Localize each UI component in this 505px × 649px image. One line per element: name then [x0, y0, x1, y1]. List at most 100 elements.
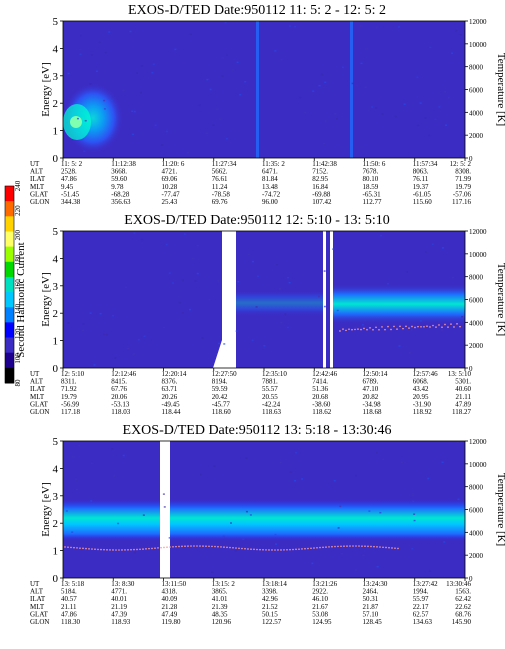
ephemeris-value: 40.57 — [61, 595, 77, 603]
colorbar: 240 220 200 180 160 140 120 100 80 — [4, 180, 22, 387]
noise-pixel — [408, 352, 411, 354]
ephemeris-value: 81.84 — [262, 175, 278, 183]
noise-pixel — [337, 527, 340, 529]
noise-pixel — [299, 96, 302, 99]
y-tick-label: 4 — [53, 43, 59, 55]
noise-pixel — [406, 271, 409, 273]
ephemeris-row-label: GLAT — [30, 610, 49, 618]
ephemeris-value: 118.03 — [111, 408, 130, 416]
noise-pixel — [104, 51, 107, 54]
temperature-trace-dot — [408, 327, 410, 329]
energy-band-faint — [236, 290, 323, 316]
noise-pixel — [362, 554, 365, 556]
y2-axis-label: Temperature [K] — [495, 473, 505, 546]
temperature-trace-dot — [369, 327, 371, 329]
ephemeris-value: 2464. — [363, 588, 379, 596]
temperature-trace-dot — [247, 548, 249, 550]
noise-pixel — [183, 233, 186, 235]
ephemeris-value: 82.95 — [312, 175, 328, 183]
noise-pixel — [93, 364, 96, 366]
noise-pixel — [354, 474, 357, 477]
noise-pixel — [412, 500, 415, 503]
noise-pixel — [76, 117, 79, 120]
noise-pixel — [375, 106, 378, 109]
ephemeris-value: 71.92 — [61, 385, 77, 393]
noise-pixel — [117, 522, 120, 525]
temperature-trace-dot — [387, 325, 389, 328]
y-tick-label: 0 — [53, 573, 59, 585]
ephemeris-value: 11:27:34 — [212, 160, 237, 168]
noise-pixel — [242, 538, 245, 541]
colorbar-frame — [4, 185, 15, 384]
ephemeris-value: 20.82 — [363, 393, 379, 401]
temperature-trace-dot — [301, 548, 303, 550]
ephemeris-row-label: GLON — [30, 198, 49, 206]
ephemeris-value: -51.45 — [61, 190, 80, 198]
noise-pixel — [208, 298, 211, 301]
ephemeris-value: 21.11 — [456, 393, 472, 401]
ephemeris-row-label: GLAT — [30, 190, 49, 198]
noise-pixel — [279, 462, 282, 464]
noise-pixel — [431, 243, 434, 245]
noise-pixel — [274, 50, 277, 52]
ephemeris-value: 5184. — [61, 588, 77, 596]
noise-pixel — [434, 118, 437, 121]
noise-pixel — [163, 506, 166, 508]
noise-pixel — [252, 260, 255, 263]
temperature-trace-dot — [345, 329, 347, 332]
noise-pixel — [443, 541, 446, 543]
temperature-trace-dot — [148, 547, 150, 550]
noise-pixel — [79, 53, 82, 56]
ephemeris-value: 6471. — [262, 168, 278, 176]
temperature-trace-dot — [112, 549, 114, 551]
y-tick-label: 5 — [53, 226, 59, 238]
colorbar-segment — [5, 337, 14, 354]
temperature-trace-dot — [223, 546, 225, 548]
ephemeris-value: 344.38 — [61, 198, 81, 206]
noise-pixel — [230, 522, 233, 524]
ephemeris-value: 41.01 — [212, 595, 228, 603]
temperature-trace-dot — [178, 545, 180, 548]
noise-pixel — [103, 333, 106, 336]
y2-tick-label: 2000 — [469, 342, 484, 350]
y2-tick-label: 2000 — [469, 552, 484, 560]
temperature-trace-dot — [268, 549, 270, 551]
ephemeris-value: 53.08 — [312, 610, 328, 618]
temperature-trace-dot — [372, 329, 374, 331]
ephemeris-value: 20.95 — [413, 393, 429, 401]
ephemeris-value: 71.99 — [455, 175, 471, 183]
ephemeris-value: 11:42:38 — [312, 160, 337, 168]
temperature-trace-dot — [367, 545, 369, 548]
energy-band — [333, 284, 465, 324]
noise-pixel — [162, 493, 165, 495]
temperature-trace-dot — [283, 549, 285, 551]
noise-pixel — [416, 76, 419, 78]
noise-pixel — [380, 234, 383, 237]
noise-pixel — [132, 353, 135, 355]
y-tick-label: 1 — [53, 546, 59, 558]
ephemeris-value: 118.62 — [312, 408, 331, 416]
ephemeris-value: 63.71 — [162, 385, 178, 393]
temperature-trace-dot — [241, 547, 243, 550]
noise-pixel — [142, 514, 145, 516]
ephemeris-value: 40.09 — [162, 595, 178, 603]
colorbar-segment — [5, 367, 14, 384]
ephemeris-value: 13:18:14 — [262, 580, 287, 588]
ephemeris-value: -45.77 — [212, 400, 231, 408]
ephemeris-value: 4318. — [162, 588, 178, 596]
noise-pixel — [427, 477, 430, 480]
ephemeris-value: 118.92 — [413, 408, 432, 416]
temperature-trace-dot — [181, 545, 183, 548]
noise-pixel — [224, 21, 227, 24]
temperature-trace-dot — [399, 325, 401, 328]
y2-axis-label: Temperature [K] — [495, 53, 505, 126]
ephemeris-value: -34.98 — [363, 400, 382, 408]
temperature-trace-dot — [289, 548, 291, 551]
noise-pixel — [441, 247, 444, 249]
temperature-trace-dot — [379, 546, 381, 548]
temperature-trace-dot — [378, 328, 380, 331]
noise-pixel — [276, 263, 279, 266]
temperature-trace-dot — [154, 547, 156, 549]
temperature-trace-dot — [91, 548, 93, 550]
y2-tick-label: 10000 — [469, 251, 487, 259]
